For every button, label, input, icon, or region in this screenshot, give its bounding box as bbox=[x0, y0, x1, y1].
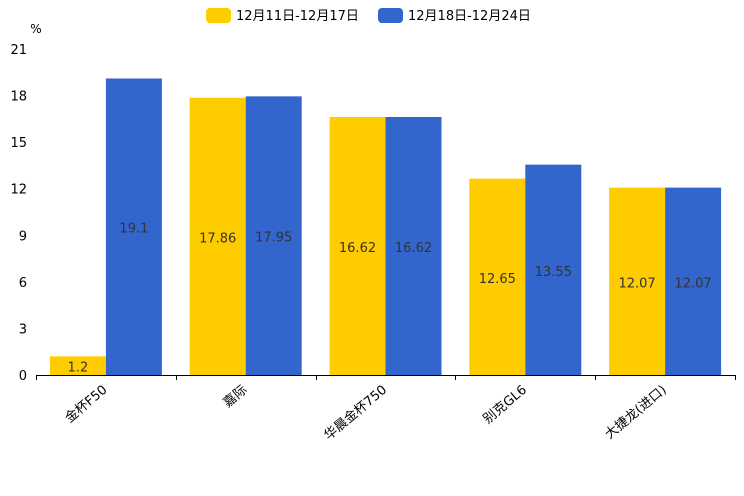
bar-series1-2 bbox=[189, 97, 246, 376]
x-category-label-4: 别克GL6 bbox=[481, 383, 530, 428]
value-label-series1-1: 1.2 bbox=[68, 361, 89, 376]
y-tick-label: 6 bbox=[19, 276, 27, 291]
value-label-series1-4: 12.65 bbox=[479, 272, 516, 287]
bar-series1-4 bbox=[469, 178, 526, 375]
value-labels: 1.2 19.1 17.86 17.95 16.62 16.62 12.65 13.55 12.… bbox=[68, 222, 712, 376]
value-label-series2-5: 12.07 bbox=[674, 276, 711, 291]
x-category-label-5: 大捷龙(进口) bbox=[602, 383, 669, 443]
bar-series1-3 bbox=[329, 116, 386, 375]
bar-series2-4 bbox=[525, 164, 582, 375]
value-label-series2-4: 13.55 bbox=[535, 265, 572, 280]
y-tick-label: 21 bbox=[10, 43, 27, 58]
bar-series2-5 bbox=[665, 187, 722, 375]
bars bbox=[49, 78, 722, 376]
y-tick-label: 9 bbox=[19, 229, 27, 244]
legend: 12月11日-12月17日 12月18日-12月24日 bbox=[206, 8, 531, 24]
bar-series2-1 bbox=[105, 78, 162, 375]
bar-series2-3 bbox=[385, 116, 442, 375]
y-tick-label: 12 bbox=[10, 183, 27, 198]
bar-series1-5 bbox=[609, 187, 666, 375]
x-axis: 金杯F50 嘉际 华晨金杯750 别克GL6 大捷龙(进口) bbox=[36, 375, 736, 443]
y-tick-label: 15 bbox=[10, 136, 27, 151]
y-tick-label: 3 bbox=[19, 322, 27, 337]
value-label-series1-3: 16.62 bbox=[339, 241, 376, 256]
y-tick-label: 0 bbox=[19, 369, 27, 384]
value-label-series1-2: 17.86 bbox=[199, 231, 236, 246]
y-tick-label: 18 bbox=[10, 90, 27, 105]
x-category-label-2: 嘉际 bbox=[221, 383, 251, 411]
bar-series2-2 bbox=[245, 96, 302, 375]
legend-label-2: 12月18日-12月24日 bbox=[408, 9, 531, 24]
x-category-label-1: 金杯F50 bbox=[62, 382, 111, 426]
x-category-label-3: 华晨金杯750 bbox=[321, 382, 390, 444]
legend-swatch-2 bbox=[378, 8, 403, 23]
value-label-series2-2: 17.95 bbox=[255, 231, 292, 246]
y-axis: 0 3 6 9 12 15 18 21 bbox=[10, 43, 27, 384]
legend-label-1: 12月11日-12月17日 bbox=[236, 9, 359, 24]
value-label-series2-3: 16.62 bbox=[395, 241, 432, 256]
y-axis-unit-label: % bbox=[30, 22, 41, 36]
bar-series1-1 bbox=[49, 356, 106, 375]
value-label-series1-5: 12.07 bbox=[618, 276, 655, 291]
legend-swatch-1 bbox=[206, 8, 231, 23]
value-label-series2-1: 19.1 bbox=[119, 222, 148, 237]
